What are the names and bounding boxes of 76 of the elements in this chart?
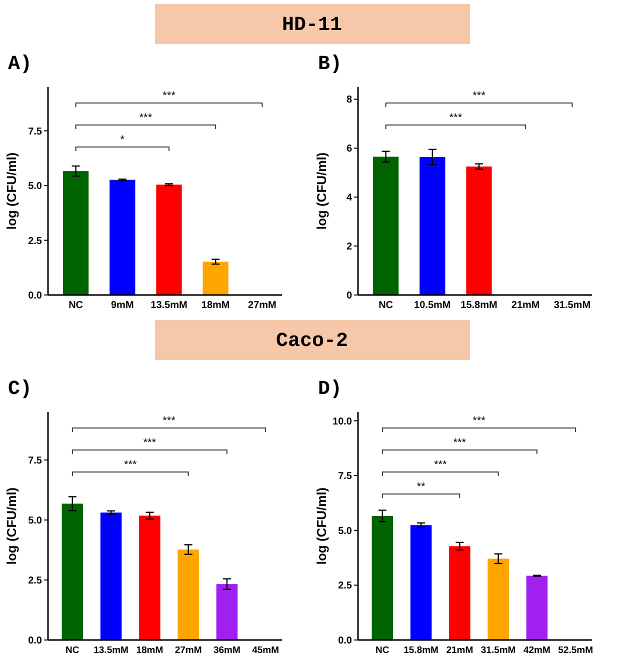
y-tick-label: 0.0	[338, 636, 352, 646]
bar	[62, 171, 89, 295]
y-tick-label: 10.0	[332, 416, 352, 428]
annotation: *	[120, 134, 126, 146]
text: HD-11	[282, 14, 342, 37]
y-tick-label: 0.0	[28, 290, 42, 302]
annotation: ***	[449, 112, 463, 124]
x-tick-label: NC	[68, 300, 84, 311]
x-tick-label: 21mM	[446, 645, 474, 656]
y-tick-label: 7.5	[338, 471, 352, 482]
annotation: **	[416, 481, 426, 493]
x-tick-label: 31.5mM	[554, 300, 591, 311]
x-tick-label: NC	[376, 645, 390, 656]
annotation: ***	[143, 437, 157, 449]
y-tick-label: 7.5	[28, 126, 42, 138]
annotation: ***	[124, 459, 138, 471]
annotation: ***	[139, 112, 153, 124]
x-tick-label: 21mM	[511, 300, 540, 311]
text: Caco-2	[276, 330, 348, 353]
bar	[100, 512, 122, 640]
bar	[202, 262, 228, 295]
bar	[62, 504, 84, 640]
x-tick-label: 36mM	[213, 645, 240, 656]
x-tick-label: NC	[66, 645, 80, 656]
y-axis-title: log (CFU/ml)	[4, 152, 19, 230]
y-tick-label: 5.0	[28, 181, 42, 192]
bar	[110, 180, 136, 295]
x-tick-label: 13.5mM	[94, 645, 129, 656]
annotation: ***	[162, 90, 176, 102]
x-tick-label: 27mM	[248, 300, 276, 311]
y-tick-label: 2.5	[338, 580, 352, 592]
x-tick-label: NC	[378, 300, 394, 311]
bar	[156, 184, 182, 295]
y-tick-label: 5.0	[338, 526, 352, 537]
chart-title: D)	[318, 378, 342, 401]
y-tick-label: 2.5	[28, 236, 42, 247]
y-axis-title: log (CFU/ml)	[314, 152, 329, 230]
annotation: ***	[434, 459, 448, 471]
y-tick-label: 6	[346, 144, 352, 155]
x-tick-label: 15.8mM	[404, 645, 439, 656]
x-tick-label: 52.5mM	[558, 645, 594, 656]
annotation: ***	[472, 90, 486, 102]
bar	[139, 516, 160, 640]
bar	[410, 525, 432, 640]
y-tick-label: 2.5	[28, 576, 42, 586]
x-tick-label: 31.5mM	[480, 645, 516, 656]
x-tick-label: 18mM	[136, 645, 164, 656]
y-tick-label: 5.0	[28, 516, 42, 526]
x-tick-label: 9mM	[111, 300, 134, 311]
annotation: ***	[472, 415, 486, 427]
x-tick-label: 13.5mM	[150, 300, 188, 311]
chart-title: A)	[8, 53, 32, 76]
x-tick-label: 45mM	[252, 645, 280, 656]
bar	[178, 550, 199, 640]
annotation: ***	[453, 437, 467, 449]
bar	[449, 546, 470, 640]
bar	[372, 516, 394, 640]
chart-title: C)	[8, 378, 32, 401]
bar	[526, 576, 548, 640]
y-tick-label: 8	[346, 94, 352, 106]
x-tick-label: 27mM	[174, 645, 202, 656]
annotation: ***	[162, 415, 176, 427]
bar	[216, 584, 238, 640]
x-tick-label: 15.8mM	[460, 300, 498, 311]
x-tick-label: 42mM	[523, 645, 550, 656]
y-axis-title: log (CFU/ml)	[314, 487, 329, 565]
bar	[488, 558, 509, 640]
y-tick-label: 0.0	[28, 636, 42, 646]
chart-title: B)	[318, 53, 342, 76]
y-axis-title: log (CFU/ml)	[4, 487, 19, 565]
y-tick-label: 2	[346, 242, 352, 253]
y-tick-label: 0	[346, 290, 352, 302]
x-tick-label: 10.5mM	[414, 300, 451, 311]
x-tick-label: 18mM	[201, 300, 230, 311]
y-tick-label: 4	[346, 192, 352, 204]
y-tick-label: 7.5	[28, 456, 42, 466]
